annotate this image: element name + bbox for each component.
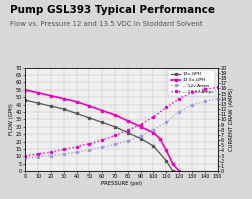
-- 13.5v-Amps xyxy=(215,86,218,89)
Line: -- 13.5v-Amps: -- 13.5v-Amps xyxy=(24,86,218,157)
-- 12v-Amps xyxy=(151,129,154,131)
Text: Pump GSL393 Typical Performance: Pump GSL393 Typical Performance xyxy=(10,5,214,15)
-- 12v-Amps xyxy=(190,104,193,106)
13.5v-GPH xyxy=(139,126,142,128)
-- 12v-Amps xyxy=(215,98,218,100)
-- 12v-Amps xyxy=(126,139,129,142)
-- 12v-Amps xyxy=(24,157,27,159)
-- 12v-Amps xyxy=(37,155,40,158)
-- 13.5v-Amps xyxy=(151,116,154,118)
-- 13.5v-Amps xyxy=(100,139,103,141)
-- 12v-Amps xyxy=(113,143,116,145)
-- 12v-Amps xyxy=(87,149,90,151)
12v-GPH xyxy=(171,170,174,172)
-- 13.5v-Amps xyxy=(177,98,180,100)
12v-GPH xyxy=(49,105,52,107)
12v-GPH xyxy=(62,108,65,110)
-- 13.5v-Amps xyxy=(126,129,129,132)
12v-GPH xyxy=(87,117,90,119)
-- 13.5v-Amps xyxy=(87,142,90,145)
-- 13.5v-Amps xyxy=(202,88,205,91)
-- 12v-Amps xyxy=(202,100,205,102)
-- 13.5v-Amps xyxy=(49,151,52,153)
13.5v-GPH xyxy=(158,138,161,140)
13.5v-GPH xyxy=(126,120,129,122)
13.5v-GPH xyxy=(164,149,167,152)
13.5v-GPH xyxy=(87,105,90,107)
13.5v-GPH xyxy=(171,163,174,165)
13.5v-GPH xyxy=(113,114,116,116)
12v-GPH xyxy=(24,99,27,101)
-- 13.5v-Amps xyxy=(113,134,116,137)
-- 12v-Amps xyxy=(75,151,78,153)
-- 12v-Amps xyxy=(139,135,142,137)
13.5v-GPH xyxy=(49,95,52,97)
12v-GPH xyxy=(164,160,167,162)
Text: Flow vs. Pressure 12 and 13.5 VDC in Stoddard Solvent: Flow vs. Pressure 12 and 13.5 VDC in Sto… xyxy=(10,21,202,27)
X-axis label: PRESSURE (psi): PRESSURE (psi) xyxy=(101,181,141,186)
-- 13.5v-Amps xyxy=(139,123,142,126)
Y-axis label: CURRENT DRAW (AMPS): CURRENT DRAW (AMPS) xyxy=(228,88,233,151)
-- 13.5v-Amps xyxy=(37,153,40,155)
12v-GPH xyxy=(139,138,142,140)
13.5v-GPH xyxy=(62,98,65,100)
13.5v-GPH xyxy=(75,100,78,103)
-- 13.5v-Amps xyxy=(62,148,65,151)
-- 13.5v-Amps xyxy=(190,91,193,94)
12v-GPH xyxy=(113,126,116,128)
Line: 13.5v-GPH: 13.5v-GPH xyxy=(24,89,180,172)
13.5v-GPH xyxy=(177,170,180,172)
Y-axis label: FLOW (GPH): FLOW (GPH) xyxy=(9,103,14,135)
-- 13.5v-Amps xyxy=(164,106,167,109)
13.5v-GPH xyxy=(100,109,103,112)
-- 12v-Amps xyxy=(49,154,52,157)
12v-GPH xyxy=(126,132,129,134)
12v-GPH xyxy=(75,112,78,115)
13.5v-GPH xyxy=(24,89,27,91)
-- 12v-Amps xyxy=(164,121,167,123)
13.5v-GPH xyxy=(37,92,40,94)
Line: 12v-GPH: 12v-GPH xyxy=(24,99,173,172)
-- 13.5v-Amps xyxy=(75,146,78,148)
Line: -- 12v-Amps: -- 12v-Amps xyxy=(24,98,218,159)
13.5v-GPH xyxy=(151,132,154,134)
-- 12v-Amps xyxy=(100,146,103,148)
12v-GPH xyxy=(151,145,154,147)
-- 12v-Amps xyxy=(177,110,180,113)
-- 12v-Amps xyxy=(62,153,65,155)
12v-GPH xyxy=(37,102,40,104)
-- 13.5v-Amps xyxy=(24,154,27,157)
12v-GPH xyxy=(100,121,103,124)
Legend: 12v-GPH, 13.5v-GPH, -- 12v-Amps, -- 13.5v-Amps: 12v-GPH, 13.5v-GPH, -- 12v-Amps, -- 13.5… xyxy=(168,70,214,96)
